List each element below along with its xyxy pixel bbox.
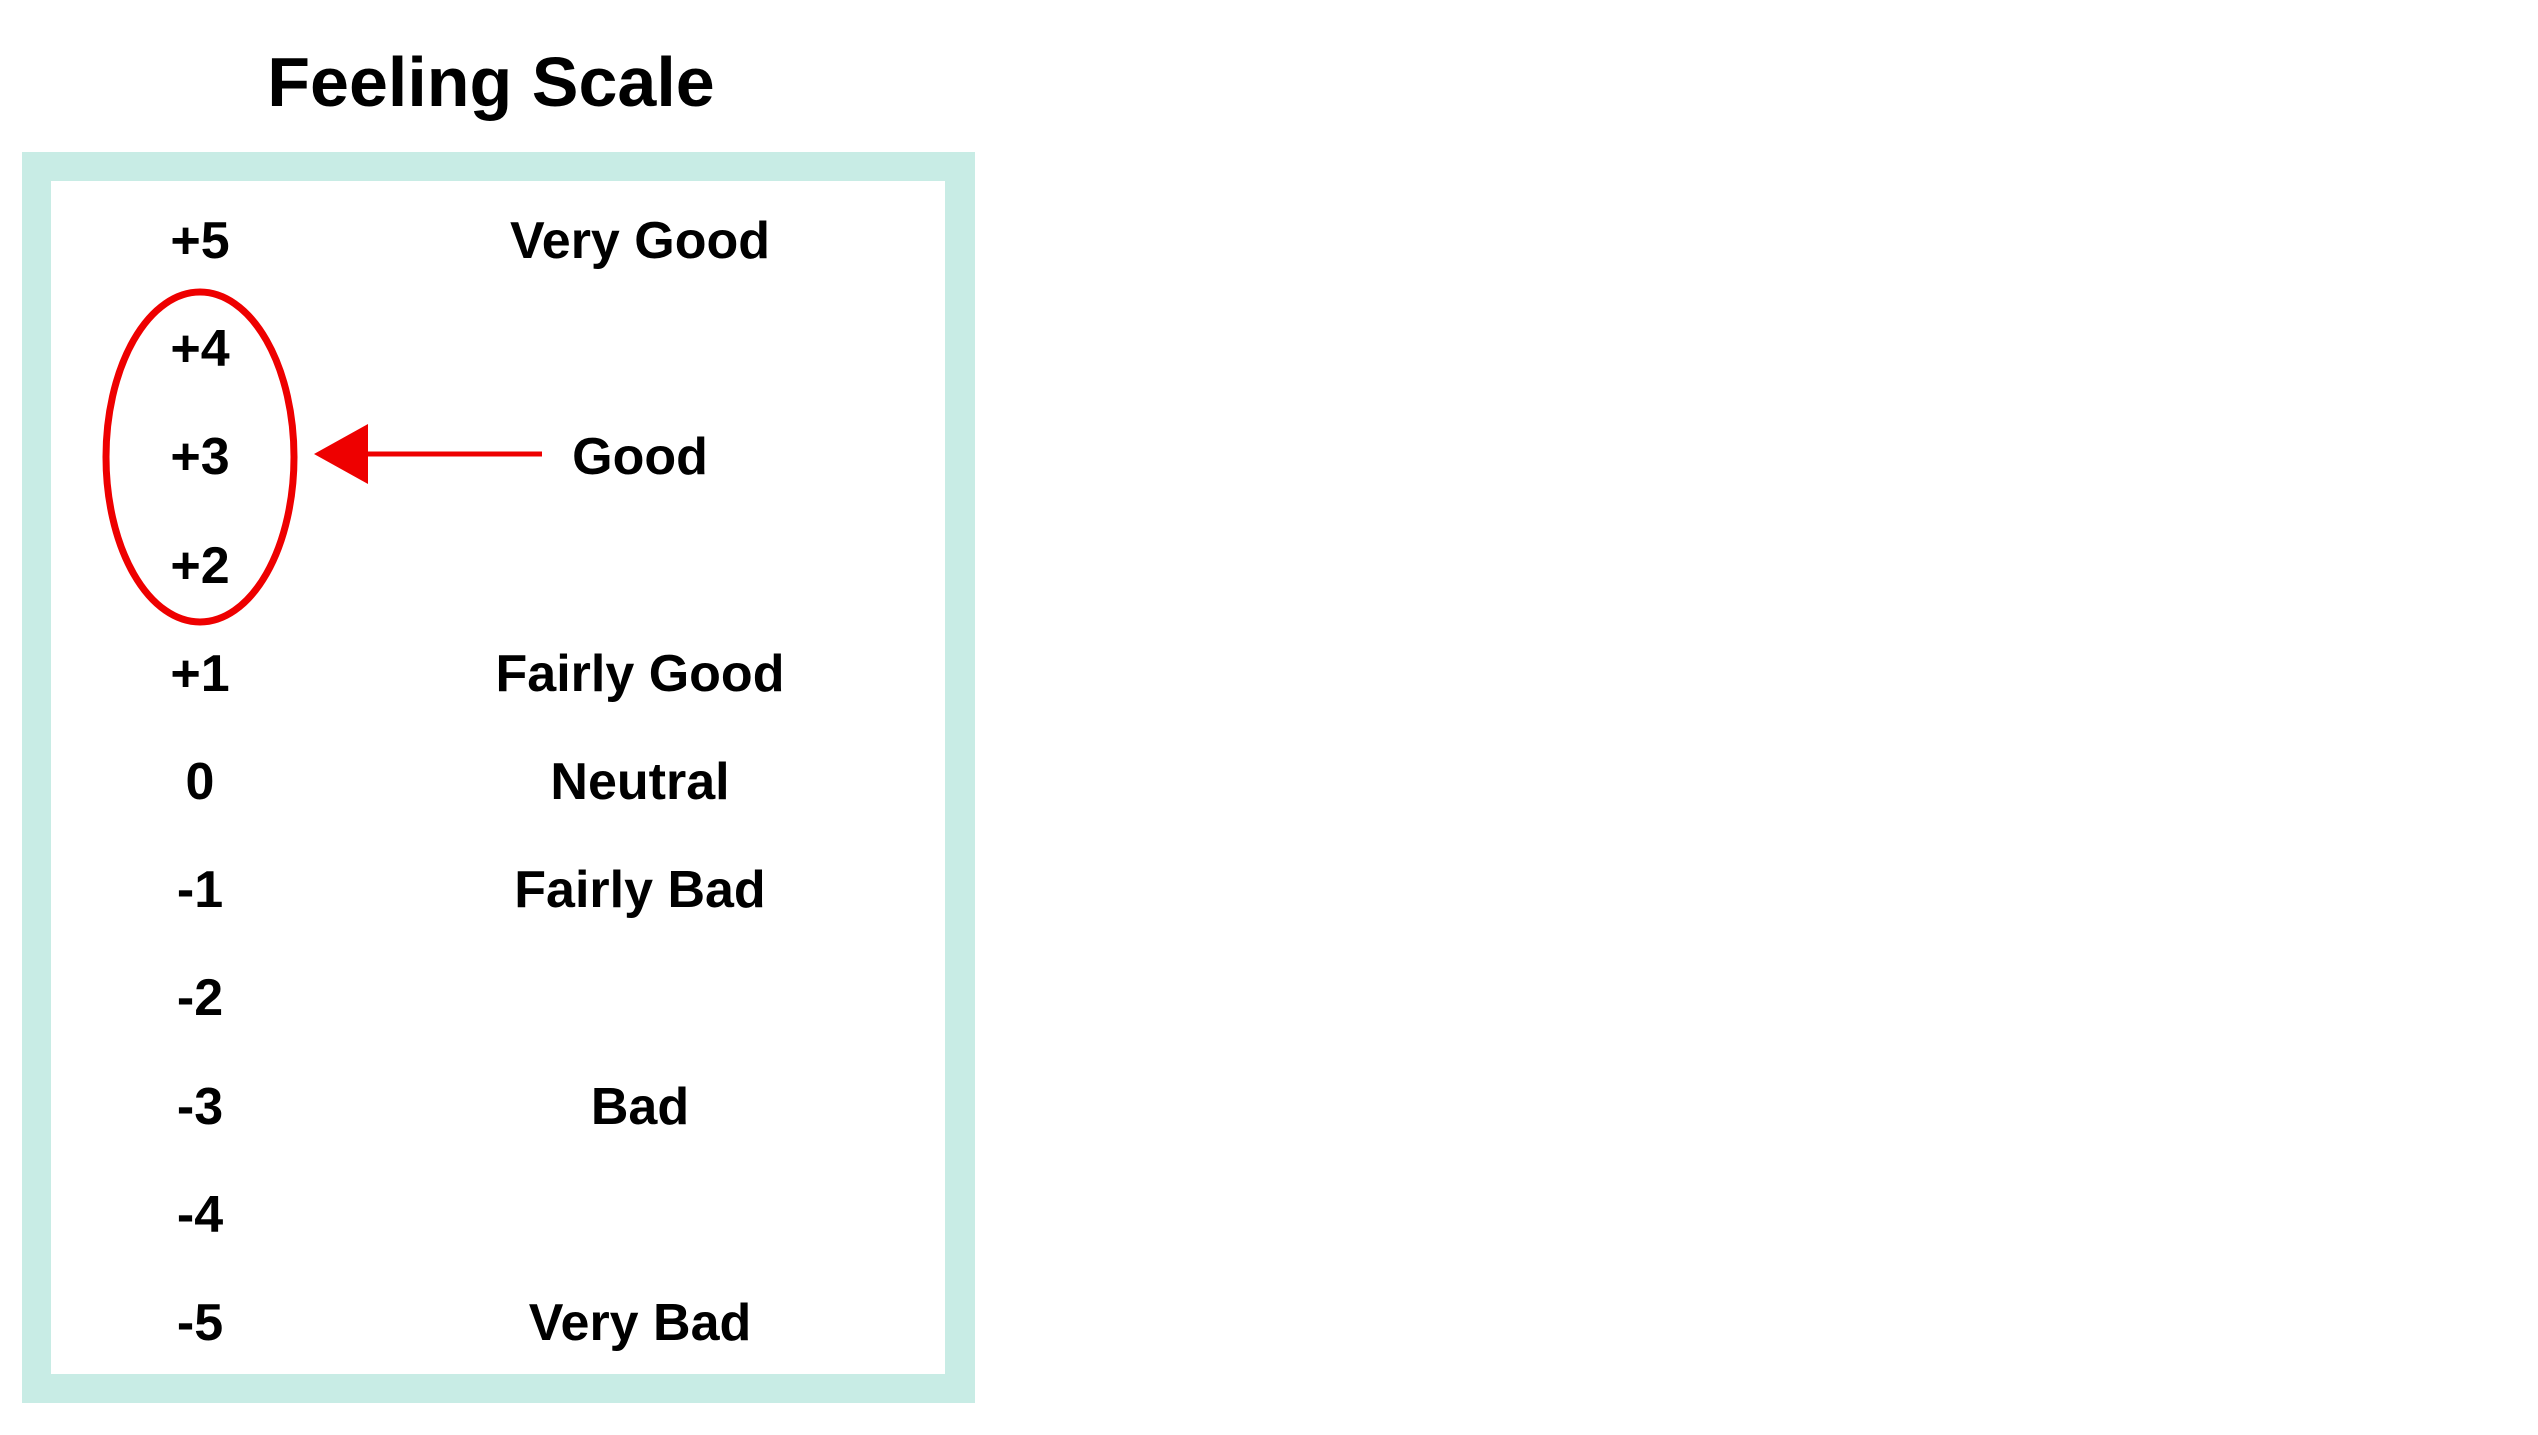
scale-label: Bad <box>590 1077 690 1136</box>
page-title: Feeling Scale <box>267 43 715 121</box>
scale-value: +4 <box>170 320 230 379</box>
scale-row: +5 Very Good <box>0 201 1000 281</box>
scale-panel <box>51 181 945 1374</box>
highlight-ellipse <box>102 288 298 626</box>
scale-label: Very Good <box>509 212 771 270</box>
scale-value: -4 <box>176 1185 224 1244</box>
scale-row: -5 Very Bad <box>0 1283 1000 1363</box>
scale-row: -3 Bad <box>0 1067 1000 1147</box>
scale-value: +2 <box>170 536 230 595</box>
scale-label: Fairly Bad <box>514 861 766 920</box>
scale-label: Fairly Good <box>495 644 785 703</box>
scale-label: Good <box>572 428 708 487</box>
scale-row: +3 Good <box>0 417 1000 497</box>
scale-value: +1 <box>170 644 230 703</box>
scale-value: -3 <box>176 1077 224 1136</box>
scale-value: +5 <box>170 212 230 270</box>
scale-value: -5 <box>176 1294 224 1352</box>
scale-row: -2 <box>0 958 1000 1038</box>
scale-value: -2 <box>176 969 224 1028</box>
scale-row: +2 <box>0 526 1000 606</box>
scale-value: -1 <box>176 861 224 920</box>
scale-row: +1 Fairly Good <box>0 634 1000 714</box>
scale-value: +3 <box>170 428 230 487</box>
scale-row: 0 Neutral <box>0 742 1000 822</box>
scale-value: 0 <box>185 753 215 811</box>
scale-row: -4 <box>0 1175 1000 1255</box>
scale-label: Neutral <box>550 753 730 811</box>
scale-row: +4 <box>0 309 1000 389</box>
scale-row: -1 Fairly Bad <box>0 850 1000 930</box>
arrow-head-icon <box>314 424 368 484</box>
scale-label: Very Bad <box>528 1294 752 1352</box>
